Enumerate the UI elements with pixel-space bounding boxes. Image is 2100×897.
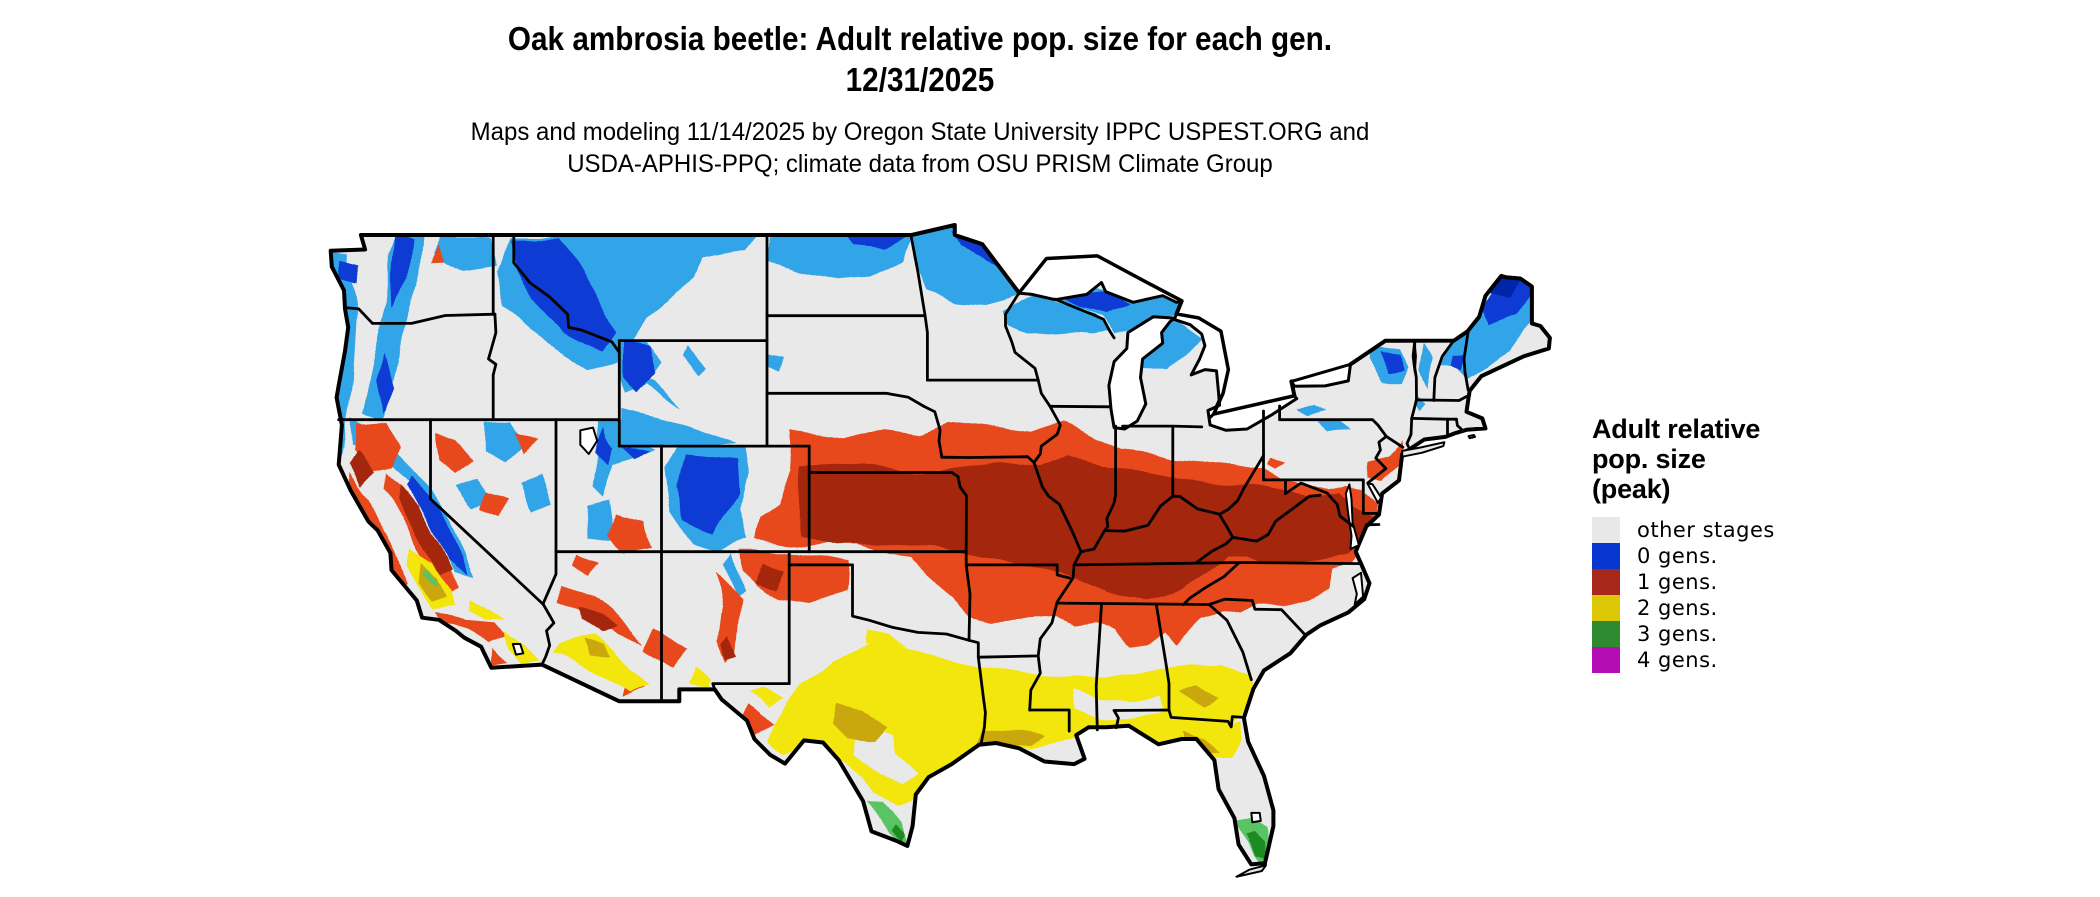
legend-label: other stages: [1637, 518, 1775, 542]
legend-swatch-4: [1592, 621, 1620, 647]
legend-label: 1 gens.: [1637, 570, 1718, 594]
lake: [1291, 364, 1350, 386]
legend-swatch-3: [1592, 595, 1620, 621]
legend-title-line3: (peak): [1592, 474, 1952, 504]
map-title-line1: Oak ambrosia beetle: Adult relative pop.…: [317, 18, 1523, 59]
legend-swatch-1: [1592, 543, 1620, 569]
legend-label: 3 gens.: [1637, 622, 1718, 646]
legend-label: 0 gens.: [1637, 544, 1718, 568]
island: [1237, 865, 1267, 877]
state-border: [1412, 418, 1457, 419]
legend-swatch-0: [1592, 517, 1620, 543]
map-subtitle-line1: Maps and modeling 11/14/2025 by Oregon S…: [277, 116, 1563, 148]
lake: [1251, 813, 1261, 822]
header: Oak ambrosia beetle: Adult relative pop.…: [250, 18, 1590, 180]
legend-item: 4 gens.: [1592, 647, 1952, 673]
legend-item: 3 gens.: [1592, 621, 1952, 647]
legend-swatch-5: [1592, 647, 1620, 673]
legend-label: 4 gens.: [1637, 648, 1718, 672]
legend-title-line2: pop. size: [1592, 444, 1952, 474]
legend-item: 0 gens.: [1592, 543, 1952, 569]
legend-item: 2 gens.: [1592, 595, 1952, 621]
legend-item: other stages: [1592, 517, 1952, 543]
legend-item: 1 gens.: [1592, 569, 1952, 595]
map-title-date: 12/31/2025: [317, 59, 1523, 100]
legend-swatch-2: [1592, 569, 1620, 595]
legend-title: Adult relative pop. size (peak): [1592, 414, 1952, 504]
map-subtitle: Maps and modeling 11/14/2025 by Oregon S…: [250, 116, 1590, 180]
state-border: [1050, 406, 1110, 407]
state-border: [978, 656, 1038, 657]
legend-title-line1: Adult relative: [1592, 414, 1952, 444]
legend: Adult relative pop. size (peak) other st…: [1592, 414, 1952, 673]
legend-label: 2 gens.: [1637, 596, 1718, 620]
island: [1469, 435, 1475, 438]
state-border: [1123, 426, 1202, 427]
map-subtitle-line2: USDA-APHIS-PPQ; climate data from OSU PR…: [277, 148, 1563, 180]
